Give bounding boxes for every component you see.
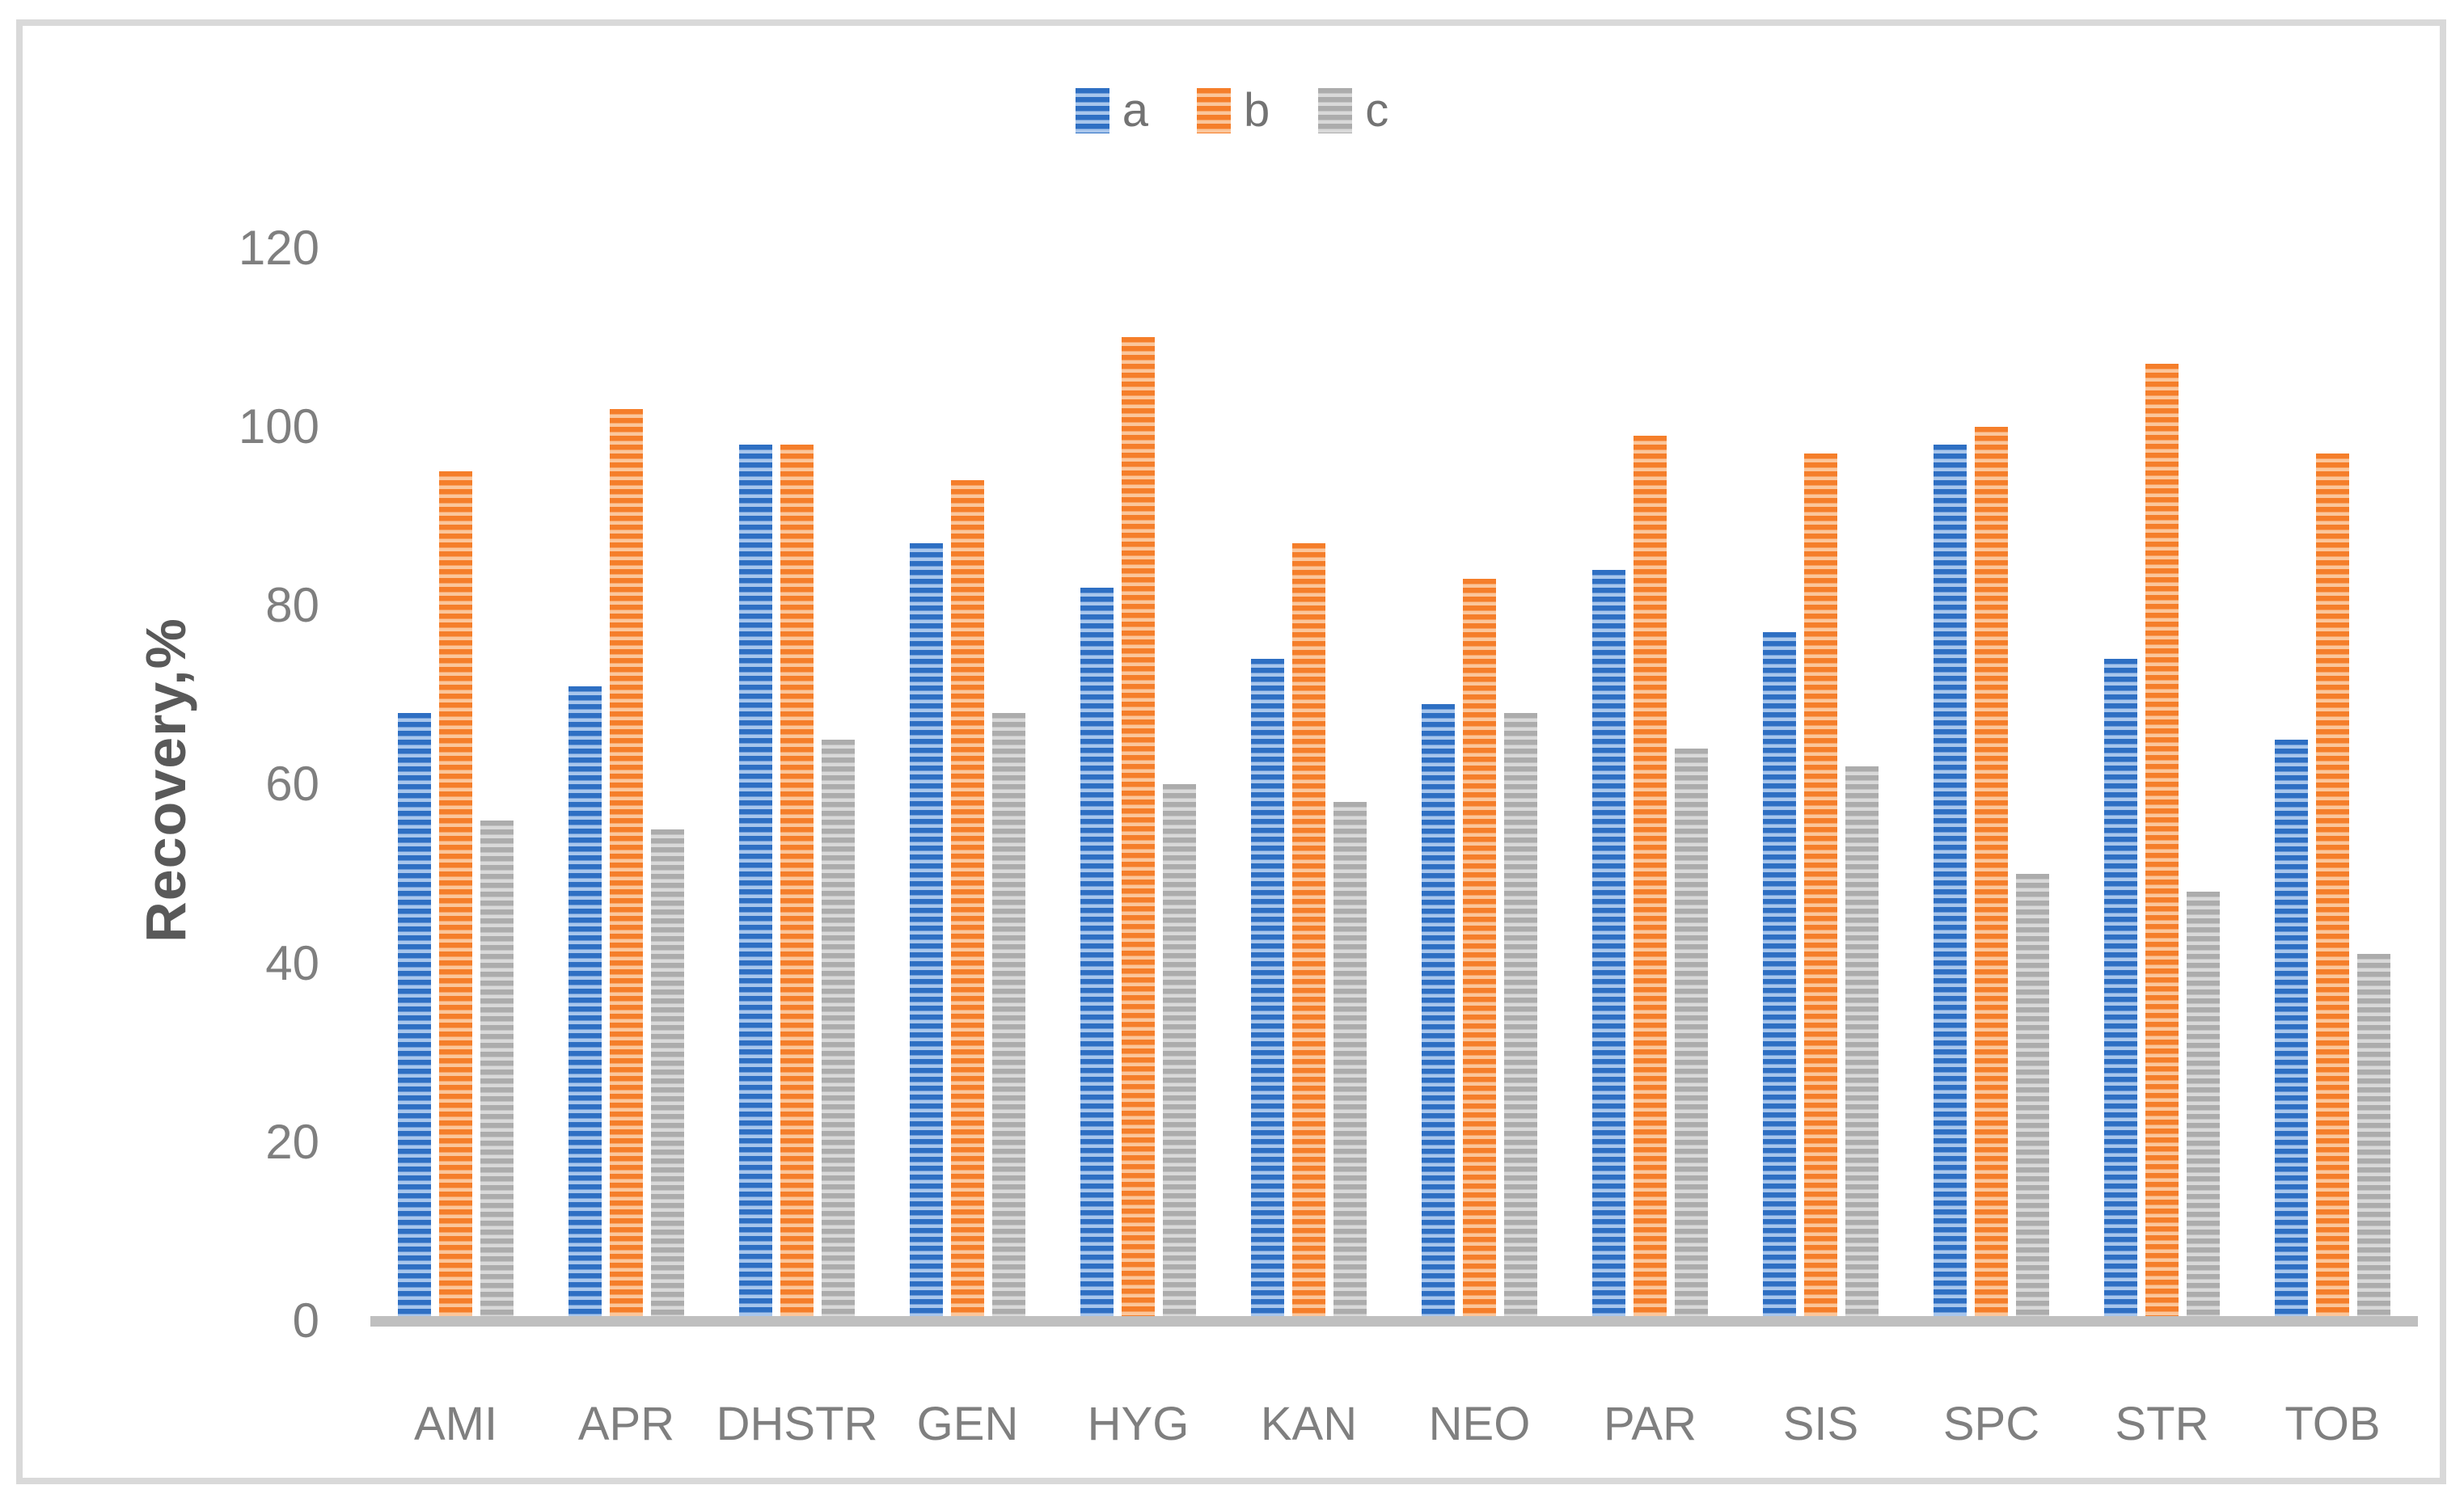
bar-GEN-c: [992, 712, 1025, 1321]
bar-NEO-b: [1463, 578, 1496, 1321]
x-category-label-TOB: TOB: [2284, 1398, 2381, 1450]
x-category-label-NEO: NEO: [1428, 1398, 1531, 1450]
y-tick-label-60: 60: [265, 757, 319, 812]
legend-item-c: c: [1318, 87, 1388, 134]
bar-DHSTR-a: [739, 444, 772, 1321]
bar-HYG-b: [1122, 337, 1155, 1321]
bar-APR-b: [610, 408, 643, 1321]
x-category-label-APR: APR: [577, 1398, 675, 1450]
legend-swatch-c: [1318, 88, 1353, 133]
x-category-label-STR: STR: [2115, 1398, 2209, 1450]
y-tick-label-120: 120: [238, 220, 319, 275]
bar-SPC-a: [1934, 444, 1967, 1321]
x-category-label-DHSTR: DHSTR: [716, 1398, 878, 1450]
legend-label: c: [1365, 84, 1389, 137]
bar-DHSTR-c: [822, 739, 855, 1321]
bar-STR-c: [2187, 892, 2220, 1321]
figure-border: [16, 19, 2446, 1484]
legend: a b c: [0, 87, 2464, 134]
bar-AMI-b: [439, 471, 472, 1321]
x-category-label-SPC: SPC: [1942, 1398, 2040, 1450]
bar-APR-a: [568, 686, 602, 1321]
bar-GEN-b: [951, 480, 984, 1321]
bar-KAN-b: [1292, 542, 1325, 1321]
bar-TOB-b: [2316, 453, 2349, 1321]
bar-AMI-c: [480, 820, 514, 1321]
bar-SIS-c: [1845, 766, 1879, 1321]
bar-PAR-a: [1592, 569, 1625, 1321]
legend-label: b: [1244, 84, 1270, 137]
bar-TOB-a: [2275, 739, 2308, 1321]
bar-STR-b: [2145, 364, 2179, 1321]
bar-SIS-a: [1763, 632, 1796, 1321]
bar-TOB-c: [2357, 954, 2390, 1321]
bar-STR-a: [2104, 659, 2137, 1321]
bar-APR-c: [651, 829, 684, 1321]
y-tick-label-0: 0: [292, 1293, 319, 1348]
bar-NEO-a: [1422, 703, 1455, 1321]
bar-GEN-a: [910, 542, 943, 1321]
x-category-label-GEN: GEN: [916, 1398, 1019, 1450]
bar-PAR-b: [1634, 435, 1667, 1321]
bar-AMI-a: [398, 712, 431, 1321]
bar-NEO-c: [1504, 712, 1537, 1321]
bar-SPC-b: [1975, 426, 2008, 1321]
bar-SIS-b: [1804, 453, 1837, 1321]
y-tick-label-80: 80: [265, 578, 319, 632]
x-category-label-KAN: KAN: [1260, 1398, 1358, 1450]
legend-swatch-a: [1075, 88, 1109, 133]
bar-KAN-a: [1251, 659, 1284, 1321]
y-tick-label-40: 40: [265, 935, 319, 990]
bar-KAN-c: [1333, 802, 1367, 1321]
legend-item-b: b: [1197, 87, 1270, 134]
x-category-label-HYG: HYG: [1087, 1398, 1190, 1450]
bar-PAR-c: [1675, 749, 1708, 1321]
legend-item-a: a: [1075, 84, 1148, 137]
bar-HYG-a: [1080, 587, 1114, 1321]
legend-swatch-b: [1197, 88, 1231, 133]
legend-label: a: [1122, 84, 1148, 137]
x-category-label-SIS: SIS: [1782, 1398, 1859, 1450]
bar-DHSTR-b: [780, 444, 814, 1321]
x-category-label-PAR: PAR: [1604, 1398, 1697, 1450]
y-tick-label-100: 100: [238, 399, 319, 454]
bar-SPC-c: [2016, 873, 2049, 1321]
x-axis-line: [370, 1316, 2418, 1327]
y-tick-label-20: 20: [265, 1114, 319, 1169]
x-category-label-AMI: AMI: [413, 1398, 498, 1450]
bar-HYG-c: [1163, 784, 1196, 1321]
